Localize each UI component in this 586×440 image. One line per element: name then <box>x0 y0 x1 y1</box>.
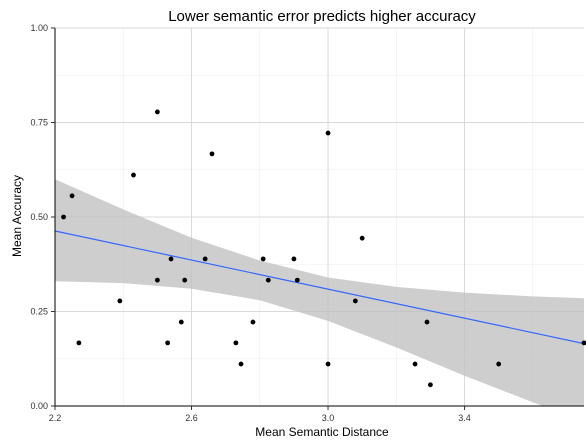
x-tick-label: 2.2 <box>49 413 62 423</box>
y-tick-label: 1.00 <box>30 23 48 33</box>
confidence-band <box>55 179 584 406</box>
data-point <box>325 361 331 367</box>
data-point <box>209 151 215 157</box>
data-point <box>165 340 171 346</box>
data-point <box>291 256 297 262</box>
data-point <box>202 256 208 262</box>
y-tick-label: 0.75 <box>30 118 48 128</box>
axes: 0.00 0.25 0.50 0.75 1.00 2.2 2.6 3.0 3.4 <box>30 23 584 423</box>
data-point <box>294 277 300 283</box>
data-point <box>154 277 160 283</box>
data-point <box>496 361 502 367</box>
data-point <box>182 277 188 283</box>
data-point <box>168 256 174 262</box>
data-point <box>69 193 75 199</box>
confidence-band-group <box>55 179 584 406</box>
data-point <box>250 319 256 325</box>
fit-line-group <box>55 230 584 345</box>
x-tick-label: 2.6 <box>185 413 198 423</box>
data-point <box>233 340 239 346</box>
data-points <box>61 109 586 388</box>
data-point <box>325 130 331 136</box>
data-point <box>61 214 66 220</box>
data-point <box>412 361 418 367</box>
data-point <box>424 319 430 325</box>
data-point <box>117 298 123 304</box>
data-point <box>359 235 365 241</box>
data-point <box>154 109 160 115</box>
y-axis-title: Mean Accuracy <box>10 175 24 257</box>
data-point <box>131 172 136 178</box>
data-point <box>238 361 244 367</box>
data-point <box>265 277 271 283</box>
y-tick-label: 0.50 <box>30 212 48 222</box>
y-tick-label: 0.25 <box>30 307 48 317</box>
data-point <box>581 340 586 346</box>
x-tick-label: 3.4 <box>458 413 471 423</box>
data-point <box>260 256 266 262</box>
regression-line <box>55 230 584 345</box>
data-point <box>352 298 358 304</box>
chart-title: Lower semantic error predicts higher acc… <box>168 8 476 25</box>
y-tick-label: 0.00 <box>30 401 48 411</box>
data-point <box>428 382 433 388</box>
x-axis-title: Mean Semantic Distance <box>255 425 389 439</box>
x-tick-label: 3.0 <box>322 413 335 423</box>
data-point <box>178 319 184 325</box>
data-point <box>76 340 82 346</box>
